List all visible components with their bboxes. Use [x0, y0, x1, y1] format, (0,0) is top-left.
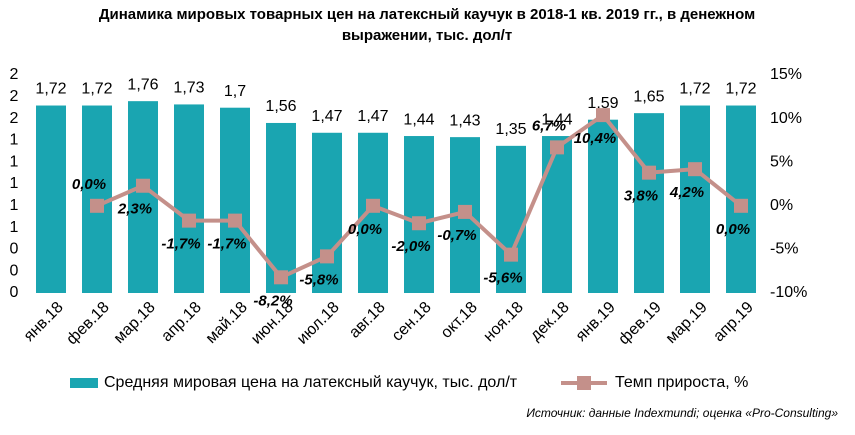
- legend-swatch: [577, 376, 591, 390]
- legend-label: Темп прироста, %: [615, 374, 748, 391]
- marker: [136, 178, 150, 193]
- y2-tick-label: 15%: [770, 66, 802, 83]
- marker: [550, 140, 564, 155]
- bar-label: 1,43: [449, 112, 480, 129]
- line-label: -5,8%: [299, 271, 338, 288]
- line-label: 10,4%: [574, 130, 617, 147]
- line-label: 6,7%: [532, 117, 566, 134]
- marker: [688, 162, 702, 177]
- y-tick-label: 1: [10, 175, 19, 192]
- marker: [642, 165, 656, 180]
- x-tick-label: окт.18: [438, 299, 481, 342]
- bar: [174, 104, 204, 294]
- marker: [734, 198, 748, 213]
- bar-label: 1,44: [403, 111, 434, 128]
- line-label: -1,7%: [161, 236, 200, 253]
- y-tick-label: 1: [10, 197, 19, 214]
- line-label: -1,7%: [207, 236, 246, 253]
- x-tick-label: сен.18: [389, 299, 435, 345]
- x-tick-label: фев.19: [615, 299, 664, 348]
- bar-label: 1,73: [173, 80, 204, 97]
- marker: [366, 198, 380, 213]
- x-tick-label: янв.19: [573, 299, 619, 345]
- line-label: 3,8%: [624, 188, 658, 205]
- bar: [312, 132, 342, 293]
- y2-tick-label: 10%: [770, 110, 802, 127]
- line-label: -2,0%: [391, 238, 430, 255]
- y-tick-label: 1: [10, 153, 19, 170]
- x-tick-label: апр.18: [158, 299, 205, 346]
- y-tick-label: 0: [10, 241, 19, 258]
- marker: [458, 204, 472, 219]
- marker: [504, 247, 518, 262]
- y2-tick-label: -10%: [770, 284, 807, 301]
- chart-title: выражении, тыс. дол/т: [342, 27, 512, 44]
- bar: [128, 101, 158, 293]
- bar: [542, 136, 572, 293]
- x-tick-label: дек.18: [527, 299, 573, 345]
- chart-title: Динамика мировых товарных цен на латексн…: [99, 6, 755, 23]
- bar: [36, 105, 66, 294]
- bar-label: 1,72: [35, 81, 66, 98]
- marker: [412, 216, 426, 231]
- line-label: -0,7%: [437, 227, 476, 244]
- bar: [404, 136, 434, 293]
- marker: [320, 249, 334, 264]
- y-tick-label: 2: [10, 110, 19, 127]
- x-tick-label: ноя.18: [480, 299, 526, 345]
- bar: [588, 119, 618, 293]
- bar: [496, 145, 526, 293]
- bar: [220, 107, 250, 293]
- bar: [680, 105, 710, 294]
- y-tick-label: 1: [10, 219, 19, 236]
- bar: [634, 113, 664, 294]
- y-tick-label: 2: [10, 66, 19, 83]
- marker: [228, 213, 242, 228]
- y-tick-label: 0: [10, 284, 19, 301]
- bar-label: 1,56: [265, 98, 296, 115]
- legend-label: Средняя мировая цена на латексный каучук…: [104, 374, 518, 391]
- line-label: 2,3%: [117, 201, 152, 218]
- y2-tick-label: -5%: [770, 241, 798, 258]
- marker: [274, 270, 288, 285]
- bar-label: 1,72: [679, 81, 710, 98]
- line-label: 0,0%: [716, 221, 750, 238]
- y-tick-label: 2: [10, 88, 19, 105]
- bar-label: 1,72: [81, 81, 112, 98]
- bar-label: 1,72: [725, 81, 756, 98]
- bar-label: 1,44: [541, 111, 572, 128]
- x-tick-label: июл.18: [294, 299, 343, 348]
- bar: [358, 132, 388, 293]
- x-tick-label: авг.18: [346, 299, 389, 342]
- y2-tick-label: 5%: [770, 153, 793, 170]
- x-tick-label: янв.18: [21, 299, 67, 345]
- marker: [596, 108, 610, 123]
- x-tick-label: мар.18: [111, 299, 159, 347]
- line-label: 0,0%: [72, 176, 106, 193]
- bar-label: 1,76: [127, 76, 158, 93]
- bar-label: 1,35: [495, 121, 526, 138]
- bar-label: 1,65: [633, 88, 664, 105]
- marker: [182, 213, 196, 228]
- x-tick-label: фев.18: [63, 299, 112, 348]
- marker: [90, 198, 104, 213]
- y-tick-label: 0: [10, 262, 19, 279]
- source: Источник: данные Indexmundi; оценка «Pro…: [526, 406, 838, 420]
- y-tick-label: 1: [10, 132, 19, 149]
- bar-label: 1,59: [587, 95, 618, 112]
- bar-label: 1,47: [311, 108, 342, 125]
- legend-swatch: [70, 378, 98, 388]
- x-tick-label: май.18: [203, 299, 251, 347]
- line-label: -8,2%: [253, 292, 292, 309]
- x-tick-label: мар.19: [663, 299, 711, 347]
- line-label: 4,2%: [669, 184, 704, 201]
- line-label: -5,6%: [483, 270, 522, 287]
- bar-label: 1,47: [357, 108, 388, 125]
- y2-tick-label: 0%: [770, 197, 793, 214]
- line-label: 0,0%: [348, 221, 382, 238]
- x-tick-label: апр.19: [710, 299, 757, 346]
- bar-label: 1,7: [224, 83, 246, 100]
